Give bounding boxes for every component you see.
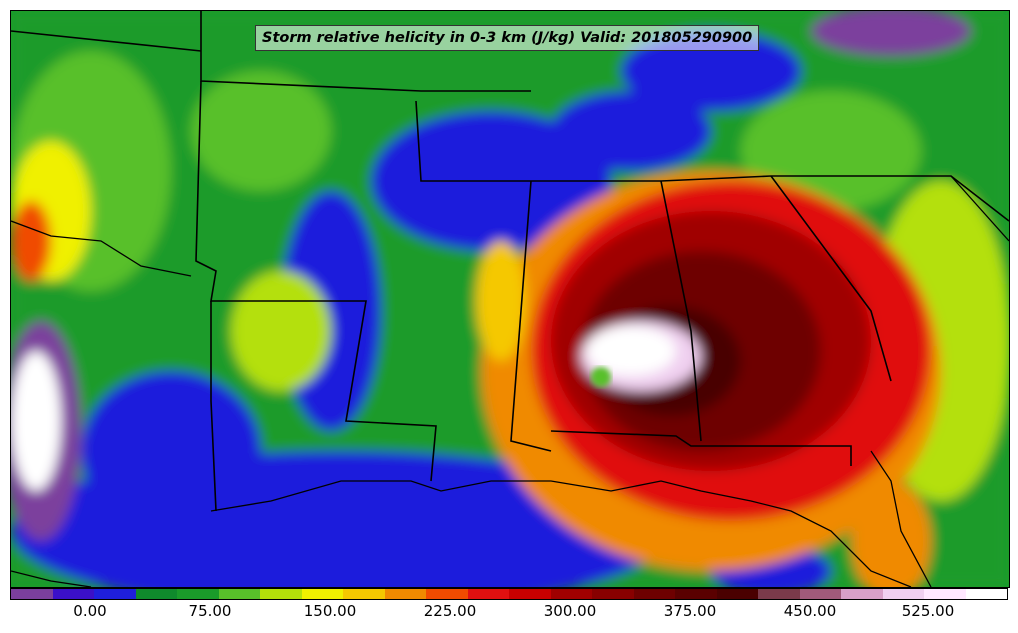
colorbar-segment: [841, 589, 883, 599]
colorbar-tick-label: 525.00: [901, 602, 955, 620]
colorbar-tick-label: 150.00: [303, 602, 357, 620]
colorbar-ticks: 0.00 75.00 150.00 225.00 300.00 375.00 450.00 5…: [10, 602, 1008, 630]
colorbar-segment: [550, 589, 592, 599]
colorbar-segment: [592, 589, 634, 599]
colorbar-segment: [260, 589, 302, 599]
coastline: [11, 175, 1009, 587]
colorbar-tick-label: 0.00: [73, 602, 107, 620]
colorbar-segment: [965, 589, 1007, 599]
helicity-field: [11, 11, 1009, 587]
colorbar-tick-label: 225.00: [423, 602, 477, 620]
colorbar-tick-label: 450.00: [783, 602, 837, 620]
colorbar-segment: [426, 589, 468, 599]
helicity-map: Storm relative helicity in 0-3 km (J/kg)…: [10, 10, 1010, 588]
colorbar-segment: [716, 589, 758, 599]
colorbar-tick-label: 75.00: [188, 602, 232, 620]
colorbar-tick-label: 375.00: [663, 602, 717, 620]
colorbar-segment: [52, 589, 94, 599]
colorbar-segment: [343, 589, 385, 599]
colorbar-segment: [924, 589, 966, 599]
map-title: Storm relative helicity in 0-3 km (J/kg)…: [255, 25, 760, 51]
colorbar-segment: [384, 589, 426, 599]
colorbar-segment: [758, 589, 800, 599]
colorbar-segment: [177, 589, 219, 599]
colorbar-segment: [509, 589, 551, 599]
colorbar-segment: [135, 589, 177, 599]
colorbar-segment: [882, 589, 924, 599]
state-boundaries: [11, 11, 1009, 512]
colorbar-segment: [301, 589, 343, 599]
colorbar-segment: [11, 589, 53, 599]
colorbar-segment: [218, 589, 260, 599]
colorbar-segment: [675, 589, 717, 599]
map-canvas: [11, 11, 1009, 587]
colorbar-segment: [467, 589, 509, 599]
colorbar-segment: [799, 589, 841, 599]
colorbar-tick-label: 300.00: [543, 602, 597, 620]
colorbar: [10, 588, 1008, 600]
colorbar-segment: [94, 589, 136, 599]
colorbar-segment: [633, 589, 675, 599]
